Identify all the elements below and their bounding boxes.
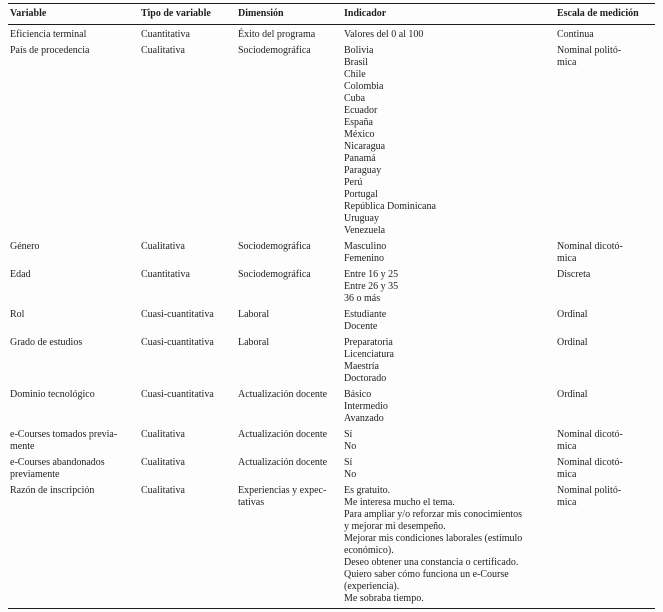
cell-dimension: Actualización docente	[238, 457, 328, 468]
cell-escala: Ordinal	[557, 309, 588, 320]
cell-escala: Discreta	[557, 269, 591, 280]
table-header-row: Variable Tipo de variable Dimensión Indi…	[8, 3, 655, 25]
cell-indicador: Estudiante Docente	[344, 309, 387, 332]
cell-dimension: Sociodemográfica	[238, 45, 311, 56]
table-row-dominio-tecnologico: Dominio tecnológico Cuasi-cuantitativa A…	[8, 385, 655, 425]
cell-tipo: Cuantitativa	[141, 29, 190, 40]
cell-escala: Nominal politó- mica	[557, 485, 622, 508]
table-row-eficiencia-terminal: Eficiencia terminal Cuantitativa Éxito d…	[8, 25, 655, 42]
cell-indicador: Entre 16 y 25 Entre 26 y 35 36 o más	[344, 269, 399, 304]
cell-variable: Edad	[10, 269, 31, 280]
column-header-variable: Variable	[8, 3, 139, 25]
cell-dimension: Sociodemográfica	[238, 269, 311, 280]
column-header-dimension: Dimensión	[236, 3, 342, 25]
cell-variable: Eficiencia terminal	[10, 29, 87, 40]
table-row-grado-de-estudios: Grado de estudios Cuasi-cuantitativa Lab…	[8, 333, 655, 385]
cell-indicador: Preparatoria Licenciatura Maestría Docto…	[344, 337, 394, 384]
cell-indicador: Es gratuito. Me interesa mucho el tema. …	[344, 485, 523, 604]
cell-tipo: Cuasi-cuantitativa	[141, 309, 214, 320]
cell-escala: Ordinal	[557, 337, 588, 348]
table-row-pais-de-procedencia: País de procedencia Cualitativa Sociodem…	[8, 41, 655, 237]
cell-escala: Nominal dicotó- mica	[557, 429, 623, 452]
cell-dimension: Experiencias y expec- tativas	[238, 485, 327, 508]
cell-tipo: Cualitativa	[141, 45, 185, 56]
cell-tipo: Cualitativa	[141, 485, 185, 496]
cell-escala: Continua	[557, 29, 594, 40]
cell-variable: e-Courses abandonados previamente	[10, 457, 105, 480]
cell-variable: Razón de inscripción	[10, 485, 95, 496]
cell-variable: e-Courses tomados previa- mente	[10, 429, 118, 452]
cell-indicador: Masculino Femenino	[344, 241, 387, 264]
table-row-razon-de-inscripcion: Razón de inscripción Cualitativa Experie…	[8, 481, 655, 609]
cell-tipo: Cualitativa	[141, 429, 185, 440]
variables-operationalization-table: Variable Tipo de variable Dimensión Indi…	[8, 3, 655, 609]
cell-variable: País de procedencia	[10, 45, 90, 56]
table-row-ecourses-abandonados: e-Courses abandonados previamente Cualit…	[8, 453, 655, 481]
cell-dimension: Éxito del programa	[238, 29, 316, 40]
table-row-rol: Rol Cuasi-cuantitativa Laboral Estudiant…	[8, 305, 655, 333]
table-row-ecourses-tomados: e-Courses tomados previa- mente Cualitat…	[8, 425, 655, 453]
cell-indicador: Sí No	[344, 457, 357, 480]
cell-dimension: Actualización docente	[238, 429, 328, 440]
cell-indicador: Bolivia Brasil Chile Colombia Cuba Ecuad…	[344, 45, 436, 236]
cell-dimension: Actualización docente	[238, 389, 328, 400]
cell-variable: Grado de estudios	[10, 337, 83, 348]
cell-dimension: Sociodemográfica	[238, 241, 311, 252]
cell-escala: Nominal dicotó- mica	[557, 241, 623, 264]
column-header-escala-de-medicion: Escala de medición	[555, 3, 655, 25]
cell-escala: Nominal politó- mica	[557, 45, 622, 68]
column-header-tipo-de-variable: Tipo de variable	[139, 3, 236, 25]
column-header-indicador: Indicador	[342, 3, 555, 25]
cell-tipo: Cualitativa	[141, 457, 185, 468]
cell-indicador: Valores del 0 al 100	[344, 29, 424, 40]
table-row-genero: Género Cualitativa Sociodemográfica Masc…	[8, 237, 655, 265]
cell-indicador: Sí No	[344, 429, 357, 452]
cell-escala: Ordinal	[557, 389, 588, 400]
cell-dimension: Laboral	[238, 309, 270, 320]
cell-tipo: Cuantitativa	[141, 269, 190, 280]
cell-variable: Rol	[10, 309, 25, 320]
cell-dimension: Laboral	[238, 337, 270, 348]
table-row-edad: Edad Cuantitativa Sociodemográfica Entre…	[8, 265, 655, 305]
cell-variable: Dominio tecnológico	[10, 389, 95, 400]
cell-escala: Nominal dicotó- mica	[557, 457, 623, 480]
cell-tipo: Cuasi-cuantitativa	[141, 389, 214, 400]
cell-tipo: Cualitativa	[141, 241, 185, 252]
cell-tipo: Cuasi-cuantitativa	[141, 337, 214, 348]
cell-indicador: Básico Intermedio Avanzado	[344, 389, 388, 424]
cell-variable: Género	[10, 241, 40, 252]
